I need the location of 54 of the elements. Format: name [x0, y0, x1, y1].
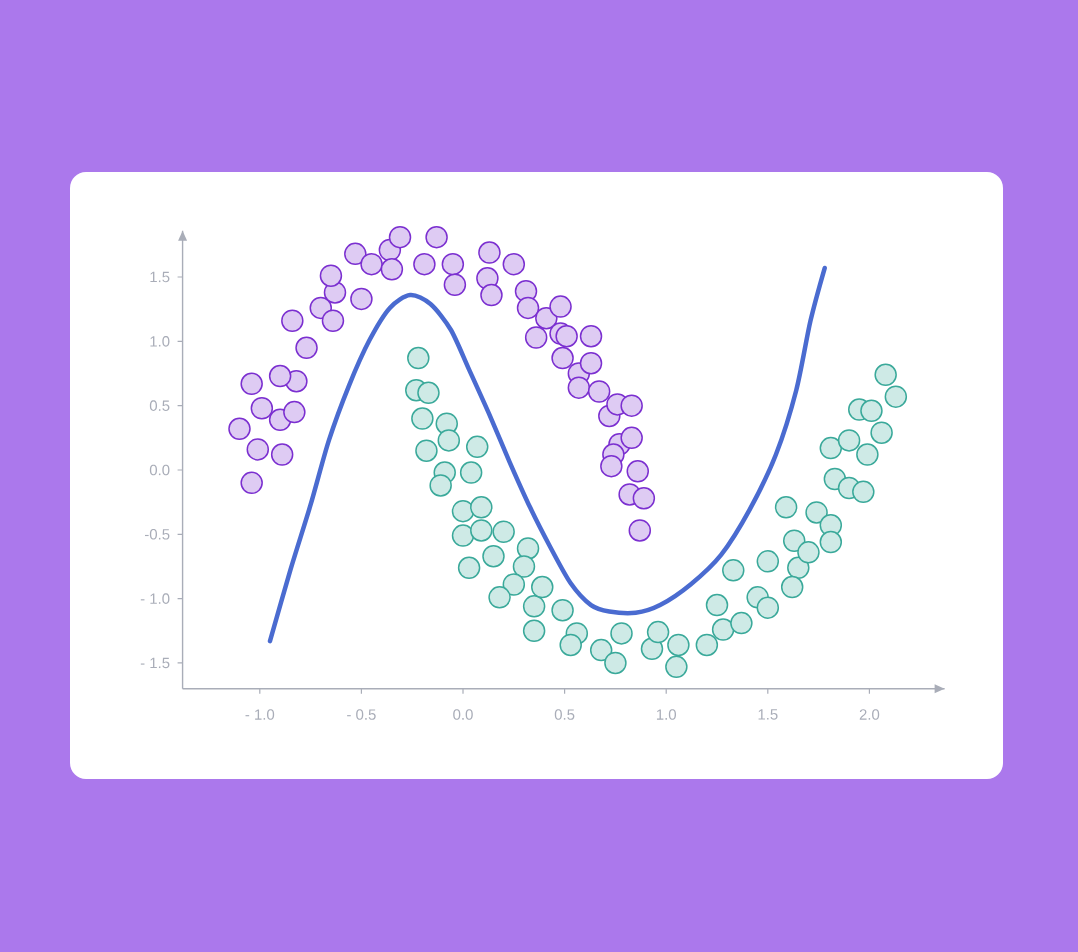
point	[360, 252, 383, 276]
point	[632, 487, 656, 510]
point	[620, 394, 643, 417]
point	[380, 258, 404, 281]
point	[549, 295, 572, 318]
point	[567, 376, 591, 399]
point	[283, 400, 306, 424]
y-tick-label: 1.5	[150, 271, 170, 283]
line-series	[267, 265, 827, 644]
point	[240, 471, 263, 495]
x-tick-label: 0.0	[453, 709, 473, 720]
point	[246, 438, 270, 461]
point	[443, 273, 467, 296]
y-tick-label: 0.5	[149, 400, 170, 411]
point	[555, 324, 578, 348]
point	[350, 287, 373, 311]
point	[480, 283, 503, 307]
x-tick-label: - 1.0	[245, 709, 275, 720]
point	[587, 380, 611, 403]
point	[250, 396, 274, 420]
point	[628, 519, 652, 542]
point	[551, 346, 574, 370]
x-tick-label: 0.5	[554, 709, 575, 720]
y-tick-label: 1.0	[150, 336, 170, 347]
point	[524, 326, 548, 349]
point	[478, 241, 501, 264]
point	[321, 309, 345, 333]
point	[600, 454, 623, 478]
point	[516, 296, 540, 320]
point	[295, 336, 318, 360]
x-tick-label: 1.0	[656, 709, 676, 720]
point	[388, 225, 412, 249]
point	[270, 443, 294, 466]
point	[413, 252, 436, 276]
y-tick-label: - 1.0	[140, 593, 170, 604]
point	[240, 372, 263, 396]
point	[502, 252, 526, 276]
point	[579, 351, 603, 375]
point	[620, 426, 643, 450]
x-tick-label: - 0.5	[347, 709, 376, 720]
point	[228, 417, 251, 441]
y-tick-label: - 1.5	[140, 657, 170, 669]
point	[281, 309, 304, 333]
point	[268, 364, 292, 388]
x-tick-label: 2.0	[859, 709, 880, 720]
point	[425, 225, 448, 249]
y-tick-label: -0.5	[144, 529, 170, 540]
y-tick-label: 0.0	[149, 464, 170, 476]
point	[319, 264, 343, 287]
point	[441, 252, 465, 276]
x-tick-label: 1.5	[758, 709, 778, 720]
point	[344, 242, 367, 266]
point	[626, 460, 650, 483]
point	[579, 324, 603, 348]
